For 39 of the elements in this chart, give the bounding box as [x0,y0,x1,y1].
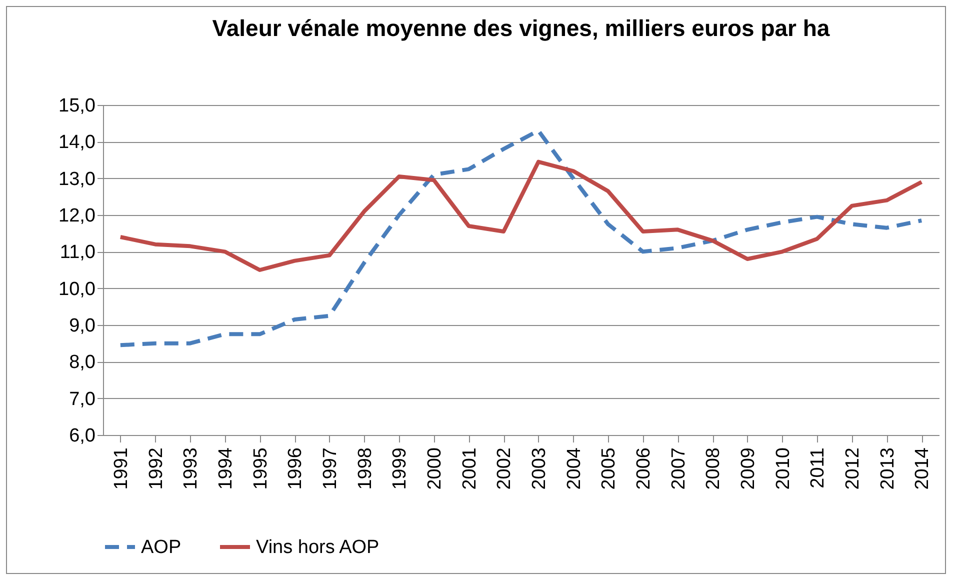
line-series [118,128,924,348]
x-tick-label: 2006 [633,448,654,490]
x-tick-label: 1999 [390,448,411,490]
line-series [118,160,924,272]
x-tick-label: 2014 [912,447,934,490]
y-tick-label: 8,0 [69,352,96,374]
chart-title: Valeur vénale moyenne des vignes, milliers euros par ha [212,15,830,41]
y-tick-label: 13,0 [58,168,96,190]
x-tick-label: 1992 [146,448,167,490]
y-tick-label: 9,0 [69,316,96,336]
legend-label: AOP [141,537,182,558]
y-tick-label: 14,0 [58,132,96,154]
y-tick-label: 6,0 [69,426,96,446]
x-tick-label: 2008 [703,448,724,490]
x-tick-label: 2004 [564,447,585,490]
x-tick-label: 1997 [320,448,341,490]
y-tick-label: 15,0 [58,96,96,116]
legend-label: Vins hors AOP [256,537,380,558]
x-tick-label: 1998 [354,448,376,490]
y-tick-label: 12,0 [58,206,96,226]
x-tick-label: 2011 [808,448,829,488]
x-tick-label: 2009 [738,448,759,490]
x-tick-label: 2012 [842,448,864,490]
y-tick-label: 7,0 [69,388,96,410]
x-tick-label: 2003 [528,448,550,490]
x-tick-label: 1995 [250,448,272,490]
x-tick-label: 2010 [772,448,794,490]
x-tick-label: 2005 [598,448,620,490]
x-tick-label: 1993 [180,448,202,490]
x-tick-label: 2007 [668,448,690,490]
x-tick-label: 1994 [215,447,236,490]
x-tick-label: 2013 [877,448,898,490]
x-tick-label: 2002 [494,448,516,490]
x-tick-label: 2001 [459,448,480,490]
x-tick-label: 1991 [110,448,132,490]
x-tick-label: 2000 [424,448,446,490]
y-tick-label: 11,0 [60,242,96,264]
x-tick-label: 1996 [285,448,306,490]
y-tick-label: 10,0 [58,278,96,300]
